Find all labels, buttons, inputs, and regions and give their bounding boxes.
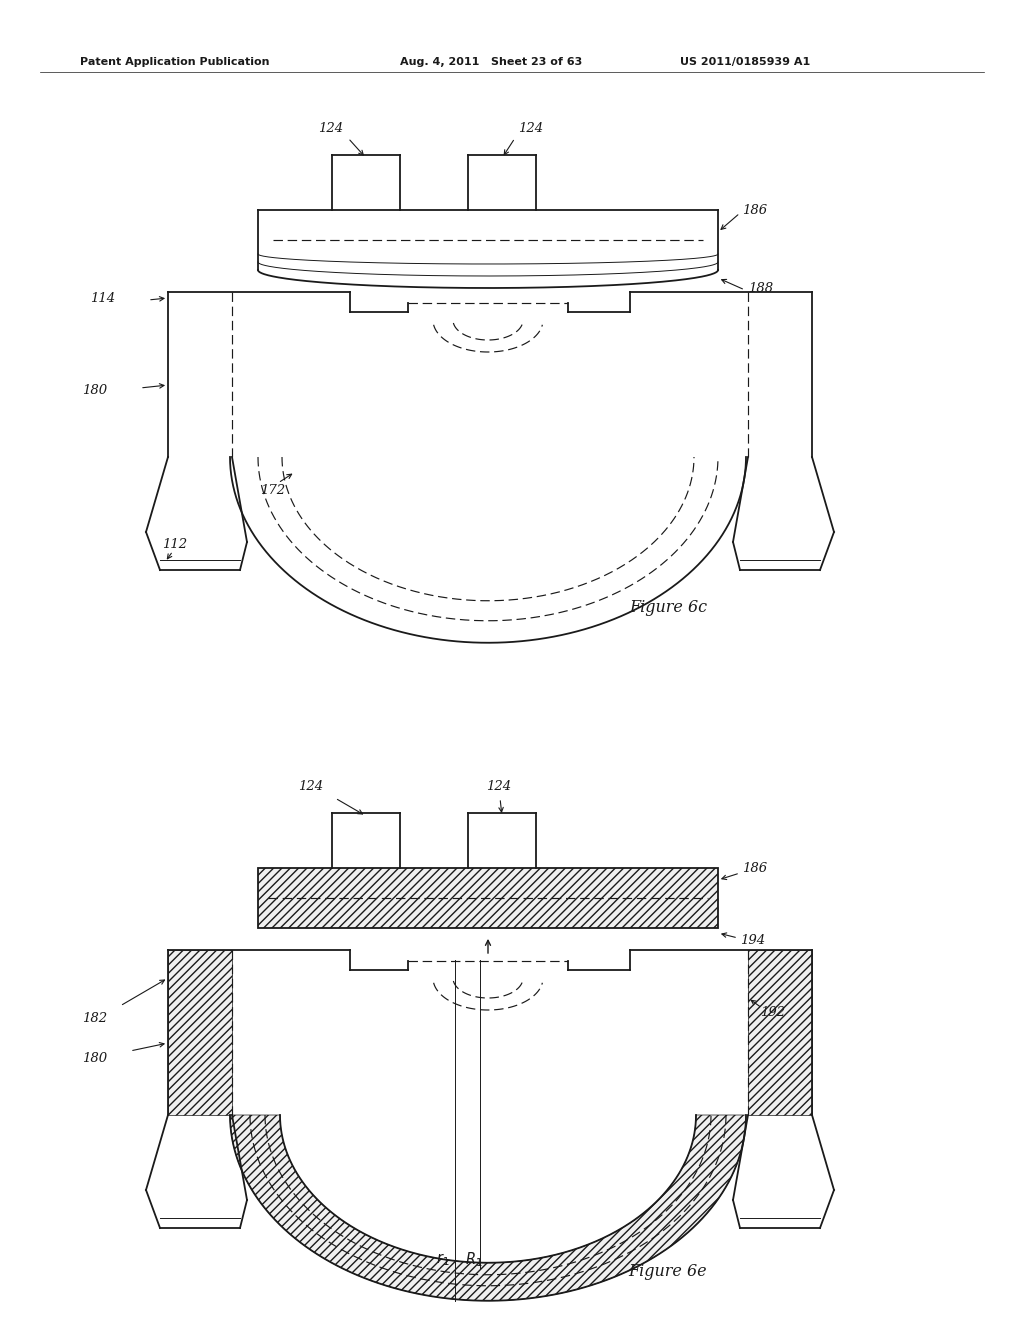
Text: $r_1$: $r_1$ bbox=[436, 1251, 450, 1269]
Text: 124: 124 bbox=[318, 121, 343, 135]
Polygon shape bbox=[748, 950, 812, 1115]
Text: 194: 194 bbox=[740, 933, 765, 946]
Text: Figure 6e: Figure 6e bbox=[629, 1262, 708, 1279]
Text: $R_1$: $R_1$ bbox=[465, 1250, 482, 1270]
Text: Figure 6c: Figure 6c bbox=[629, 599, 707, 616]
Text: 182: 182 bbox=[82, 1011, 108, 1024]
Text: 188: 188 bbox=[748, 281, 773, 294]
Text: 186: 186 bbox=[742, 862, 767, 874]
Text: Aug. 4, 2011   Sheet 23 of 63: Aug. 4, 2011 Sheet 23 of 63 bbox=[400, 57, 583, 67]
Text: 180: 180 bbox=[82, 1052, 108, 1064]
Text: 112: 112 bbox=[162, 539, 187, 552]
Text: 186: 186 bbox=[742, 203, 767, 216]
Text: 124: 124 bbox=[518, 121, 543, 135]
Text: 124: 124 bbox=[298, 780, 324, 792]
Text: 180: 180 bbox=[82, 384, 108, 396]
Text: 124: 124 bbox=[486, 780, 511, 792]
Polygon shape bbox=[168, 950, 232, 1115]
Text: 192: 192 bbox=[760, 1006, 785, 1019]
Polygon shape bbox=[258, 869, 718, 928]
Text: Patent Application Publication: Patent Application Publication bbox=[80, 57, 269, 67]
Text: US 2011/0185939 A1: US 2011/0185939 A1 bbox=[680, 57, 810, 67]
Text: 114: 114 bbox=[90, 292, 115, 305]
Text: 172: 172 bbox=[260, 483, 285, 496]
Polygon shape bbox=[230, 1115, 746, 1300]
